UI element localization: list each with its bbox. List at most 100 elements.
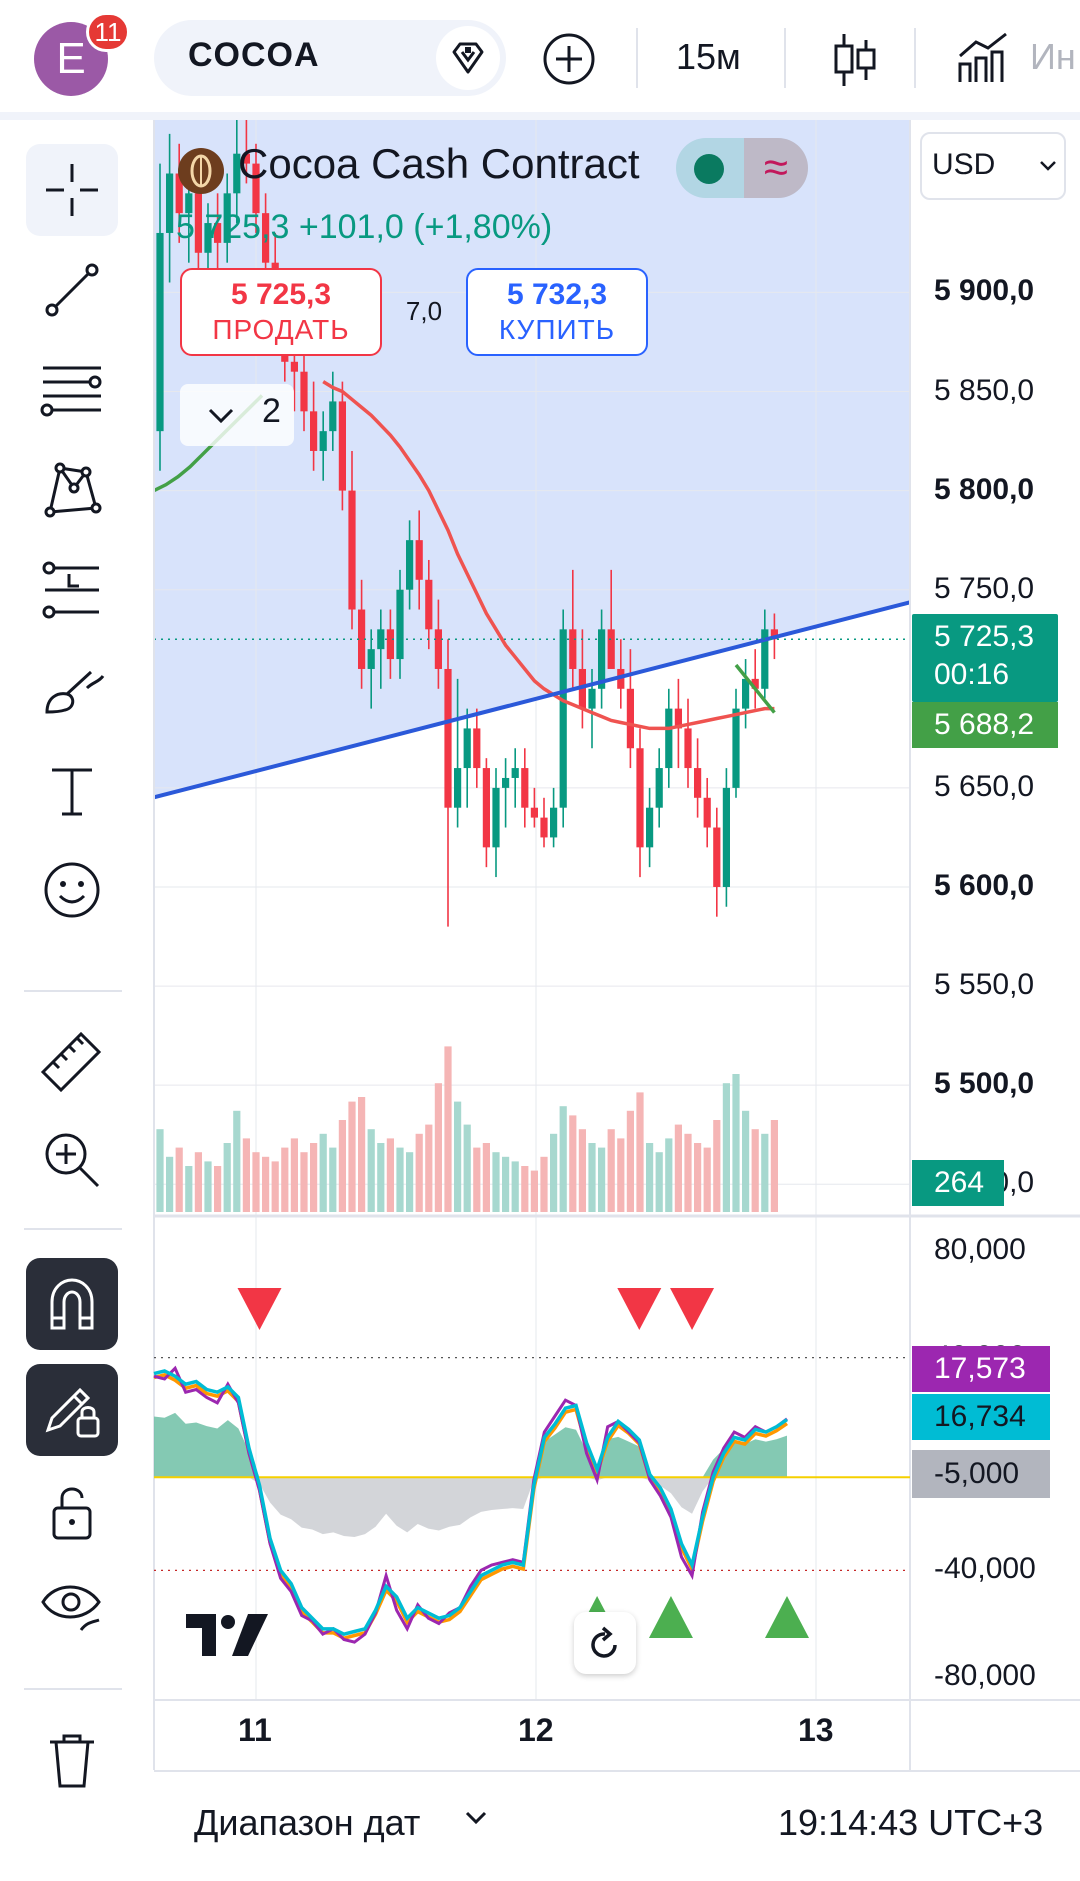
candle-body: [454, 768, 462, 808]
bar-countdown: 00:16: [934, 658, 1010, 691]
indicators-label[interactable]: Ин: [1030, 36, 1076, 77]
volume-bar: [415, 1133, 423, 1212]
candle: [444, 639, 452, 927]
crosshair-icon[interactable]: [26, 144, 118, 236]
volume-bar: [588, 1143, 596, 1212]
market-open-dot: [694, 154, 724, 184]
toolbar-separator: [24, 1228, 122, 1230]
indicators-icon[interactable]: [954, 28, 1080, 92]
price-tick-label: 5 900,0: [934, 274, 1035, 308]
currency-select[interactable]: [920, 132, 1066, 200]
volume-bar: [578, 1129, 586, 1212]
ma-price-badge: [912, 702, 1058, 748]
price-tick-label: 5 500,0: [934, 1067, 1035, 1101]
candle: [559, 609, 567, 828]
volume-bar: [626, 1110, 634, 1212]
brush-icon[interactable]: [26, 644, 118, 736]
candle: [300, 351, 308, 432]
text-icon[interactable]: [26, 744, 118, 836]
volume-bar: [290, 1138, 298, 1212]
oscillator-value-zero: -5,000: [934, 1457, 1020, 1490]
candle-body: [694, 768, 702, 798]
candle-body: [290, 361, 298, 372]
volume-badge: [912, 1160, 1004, 1206]
candle-body: [386, 629, 394, 660]
volume-bar: [713, 1120, 721, 1212]
volume-bar: [473, 1147, 481, 1212]
unlock-icon[interactable]: [26, 1466, 118, 1558]
candle-body: [665, 708, 673, 769]
date-range-button[interactable]: Диапазон дат: [194, 1802, 421, 1843]
volume-bar: [194, 1152, 202, 1212]
candlestick-icon[interactable]: [830, 30, 880, 90]
toolbar-separator: [24, 990, 122, 992]
time-tick-label: 12: [518, 1712, 554, 1748]
toolbar-separator: [914, 28, 916, 88]
candle: [674, 678, 682, 769]
trend-line-icon[interactable]: [26, 244, 118, 336]
price-tick-label: 5 800,0: [934, 472, 1035, 506]
candle-body: [396, 589, 404, 660]
oscillator-badge-gray: [912, 1450, 1050, 1498]
candle: [511, 748, 519, 808]
tradingview-logo-icon[interactable]: [186, 1614, 272, 1661]
candle: [377, 609, 385, 689]
candle-body: [511, 768, 519, 778]
pattern-icon[interactable]: [26, 444, 118, 536]
candle-body: [530, 807, 538, 818]
magnet-icon[interactable]: [26, 1258, 118, 1350]
lock-drawing-icon[interactable]: [26, 1364, 118, 1456]
volume-bar: [751, 1129, 759, 1212]
volume-bar: [319, 1133, 327, 1212]
collapse-indicators-button[interactable]: [180, 384, 294, 446]
emoji-icon[interactable]: [26, 844, 118, 936]
diamond-icon[interactable]: [436, 26, 500, 90]
candle-body: [732, 708, 740, 788]
candle: [262, 193, 270, 283]
eye-icon[interactable]: [26, 1558, 118, 1650]
fib-retracement-icon[interactable]: [26, 344, 118, 436]
candle-body: [319, 431, 327, 451]
sell-button[interactable]: 5 725,3 ПРОДАТЬ: [180, 268, 382, 356]
price-tick-label: 5 600,0: [934, 868, 1035, 902]
candle: [761, 609, 769, 699]
add-symbol-button[interactable]: [538, 28, 600, 90]
candle-body: [175, 173, 183, 214]
zoom-in-icon[interactable]: [26, 1114, 118, 1206]
price-tick-label: 5 850,0: [934, 373, 1035, 407]
cocoa-logo-icon: [178, 148, 224, 194]
volume-bar: [703, 1147, 711, 1212]
symbol-title[interactable]: Cocoa Cash Contract: [238, 140, 640, 187]
ruler-icon[interactable]: [26, 1014, 118, 1106]
candle-body: [425, 579, 433, 630]
candle: [598, 609, 606, 709]
buy-button[interactable]: 5 732,3 КУПИТЬ: [466, 268, 648, 356]
toolbar-separator: [784, 28, 786, 88]
volume-bar: [386, 1138, 394, 1212]
volume-bar: [550, 1133, 558, 1212]
delayed-data-icon[interactable]: ≈: [744, 138, 808, 198]
reset-icon: [591, 1626, 617, 1658]
sell-label: ПРОДАТЬ: [212, 314, 350, 345]
interval-button[interactable]: 15м: [676, 36, 741, 77]
candle-body: [473, 728, 481, 769]
clock-timezone[interactable]: 19:14:43 UTC+3: [778, 1802, 1044, 1843]
time-tick-label: 13: [798, 1712, 834, 1748]
volume-bar: [434, 1083, 442, 1212]
currency-label[interactable]: USD: [932, 148, 996, 181]
position-icon[interactable]: [26, 544, 118, 636]
volume-bar: [684, 1133, 692, 1212]
chevron-down-icon[interactable]: [462, 1806, 490, 1830]
symbol-label[interactable]: COCOA: [188, 36, 320, 74]
candle: [722, 768, 730, 907]
volume-bar: [463, 1124, 471, 1212]
candle: [665, 688, 673, 788]
candle: [252, 143, 260, 233]
trash-icon[interactable]: [26, 1714, 118, 1806]
oscillator-value-purple: 17,573: [934, 1352, 1026, 1385]
volume-bar: [646, 1143, 654, 1212]
volume-bar: [454, 1101, 462, 1212]
bottom-bar: [154, 1770, 1080, 1874]
reset-chart-button[interactable]: [574, 1612, 636, 1674]
avatar[interactable]: E: [34, 22, 108, 96]
